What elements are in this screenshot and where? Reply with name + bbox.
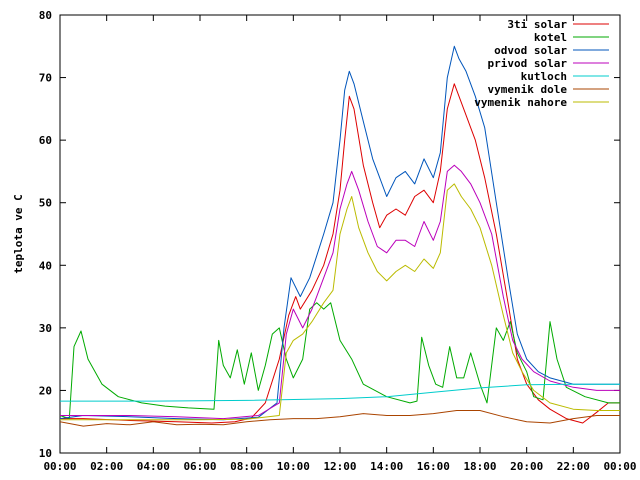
x-tick-label: 02:00 bbox=[90, 460, 123, 473]
x-tick-label: 14:00 bbox=[370, 460, 403, 473]
legend-label: odvod solar bbox=[494, 44, 567, 57]
series-line-vymenik-nahore bbox=[60, 183, 620, 421]
y-tick-label: 70 bbox=[39, 72, 52, 85]
x-axis-ticks: 00:00 02:00 04:00 06:00 08:00 10:00 12:00 14:00… bbox=[43, 15, 637, 473]
legend-label: privod solar bbox=[488, 57, 568, 70]
series-line-3ti-solar bbox=[60, 83, 620, 424]
series-line-kutloch bbox=[60, 383, 620, 402]
legend-label: kotel bbox=[534, 31, 567, 44]
x-tick-label: 08:00 bbox=[230, 460, 263, 473]
x-tick-label: 04:00 bbox=[137, 460, 170, 473]
y-tick-label: 80 bbox=[39, 9, 52, 22]
series-line-privod-solar bbox=[60, 164, 620, 420]
legend-label: vymenik nahore bbox=[474, 96, 567, 109]
x-tick-label: 22:00 bbox=[557, 460, 590, 473]
legend-label: 3ti solar bbox=[507, 18, 567, 31]
x-tick-label: 10:00 bbox=[277, 460, 310, 473]
series-line-odvod-solar bbox=[59, 45, 620, 421]
y-tick-label: 30 bbox=[39, 322, 52, 335]
y-axis-label: teplota ve C bbox=[12, 194, 25, 273]
series-line-vymenik-dole bbox=[59, 410, 620, 427]
x-tick-label: 00:00 bbox=[603, 460, 636, 473]
y-tick-label: 40 bbox=[39, 259, 52, 272]
y-tick-label: 20 bbox=[39, 384, 52, 397]
y-tick-label: 50 bbox=[39, 197, 52, 210]
series-lines bbox=[59, 45, 620, 427]
y-tick-label: 10 bbox=[39, 447, 52, 460]
y-axis-ticks: 10 20 30 40 50 60 70 80 bbox=[39, 9, 620, 460]
x-tick-label: 00:00 bbox=[43, 460, 76, 473]
x-tick-label: 12:00 bbox=[323, 460, 356, 473]
legend-label: kutloch bbox=[521, 70, 567, 83]
legend-label: vymenik dole bbox=[488, 83, 568, 96]
x-tick-label: 16:00 bbox=[417, 460, 450, 473]
x-tick-label: 06:00 bbox=[183, 460, 216, 473]
series-line-kotel bbox=[59, 302, 620, 420]
y-tick-label: 60 bbox=[39, 134, 52, 147]
x-tick-label: 20:00 bbox=[510, 460, 543, 473]
x-tick-label: 18:00 bbox=[463, 460, 496, 473]
